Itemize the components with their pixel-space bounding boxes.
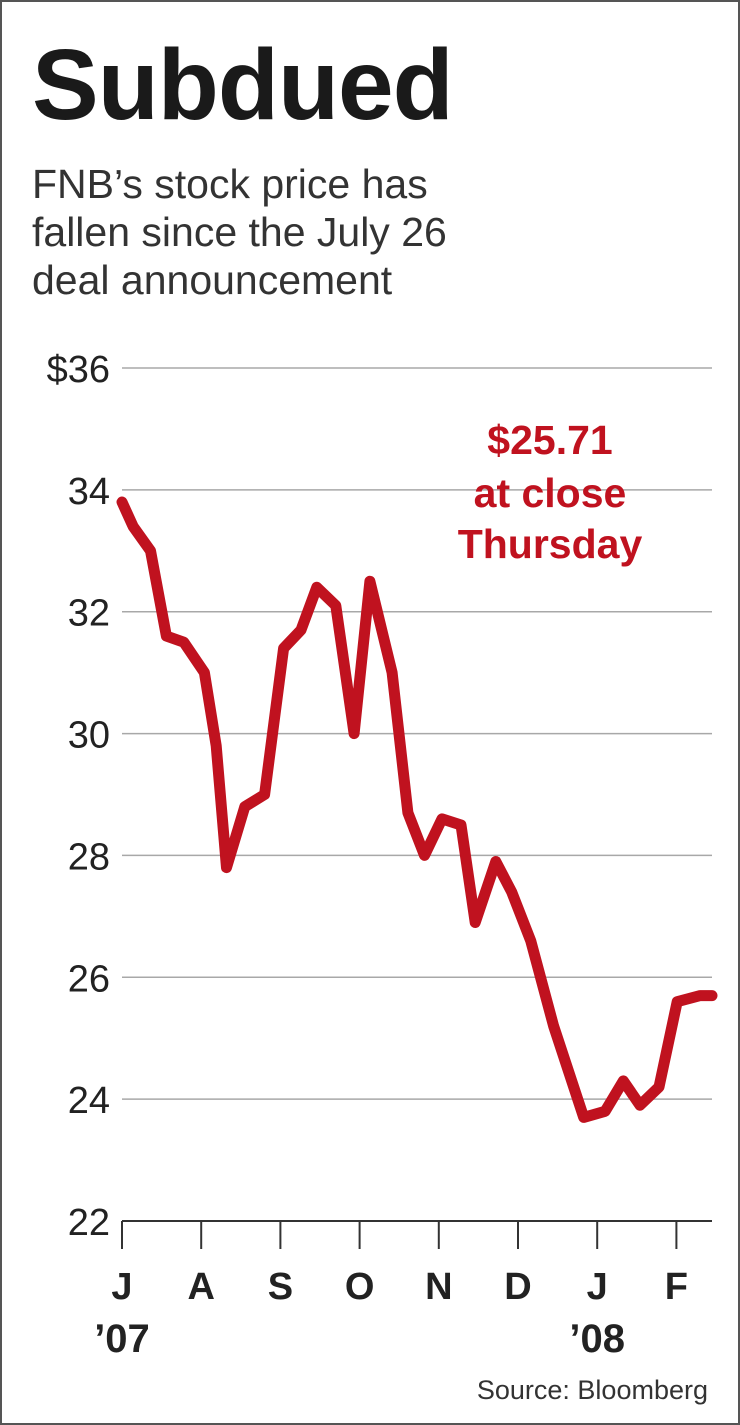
price-point (203, 672, 205, 674)
chart-title: Subdued (32, 29, 454, 141)
x-tick-label: S (268, 1266, 293, 1308)
price-point (244, 806, 246, 808)
price-point (215, 745, 217, 747)
price-point (495, 861, 497, 863)
x-axis (121, 1220, 712, 1249)
chart-subtitle: FNB’s stock price has fallen since the J… (32, 160, 712, 304)
close-price-annotation: $25.71 at close Thursday (458, 417, 643, 567)
price-point (424, 854, 426, 856)
y-tick-label: 26 (68, 958, 110, 1000)
price-point (460, 824, 462, 826)
price-point (676, 1001, 678, 1003)
gridlines (122, 367, 712, 1100)
subtitle-line: FNB’s stock price has (32, 161, 428, 207)
price-point (711, 995, 713, 997)
y-tick-label: 22 (68, 1202, 110, 1244)
annotation-line: Thursday (458, 521, 643, 567)
price-point (121, 501, 123, 503)
y-axis-tick-labels: $36 34 32 30 28 26 24 22 (47, 349, 110, 1244)
annotation-line: at close (474, 470, 627, 516)
price-point (530, 940, 532, 942)
price-point (150, 550, 152, 552)
x-tick-label: A (187, 1266, 214, 1308)
price-point (283, 647, 285, 649)
subtitle-line: deal announcement (32, 257, 393, 303)
price-point (369, 580, 371, 582)
x-axis-tick-labels: J A S O N D J F ’07 ’08 (94, 1266, 688, 1361)
y-tick-label: $36 (47, 349, 110, 391)
price-point (165, 635, 167, 637)
price-point (132, 525, 134, 527)
price-point (264, 794, 266, 795)
year-label: ’08 (569, 1317, 625, 1361)
y-tick-label: 28 (68, 836, 110, 878)
price-point (300, 629, 302, 631)
price-line (116, 496, 718, 1123)
price-point (511, 891, 513, 893)
price-point (474, 921, 476, 923)
x-tick-label: O (345, 1266, 375, 1308)
x-tick-label: J (111, 1266, 132, 1308)
price-point (553, 1025, 555, 1027)
price-point (226, 867, 228, 869)
y-tick-label: 34 (68, 471, 110, 513)
price-point (391, 672, 393, 674)
y-tick-label: 32 (68, 593, 110, 635)
price-point (316, 586, 318, 588)
x-tick-label: D (504, 1266, 531, 1308)
price-point (353, 733, 355, 735)
source-note: Source: Bloomberg (476, 1375, 708, 1405)
year-label: ’07 (94, 1317, 150, 1361)
price-point (604, 1110, 606, 1112)
annotation-line: $25.71 (487, 417, 612, 463)
x-tick-label: J (587, 1266, 608, 1308)
price-point (441, 818, 443, 820)
price-point (699, 995, 701, 997)
price-point (622, 1080, 624, 1082)
price-series (116, 496, 718, 1123)
price-point (658, 1086, 660, 1088)
y-tick-label: 30 (68, 715, 110, 757)
price-point (639, 1104, 641, 1106)
price-point (183, 641, 185, 643)
subtitle-line: fallen since the July 26 (32, 209, 447, 255)
y-tick-label: 24 (68, 1080, 110, 1122)
x-tick-label: F (665, 1266, 688, 1308)
price-point (583, 1116, 585, 1118)
x-tick-label: N (425, 1266, 452, 1308)
price-point (335, 605, 337, 607)
price-point (407, 812, 409, 814)
